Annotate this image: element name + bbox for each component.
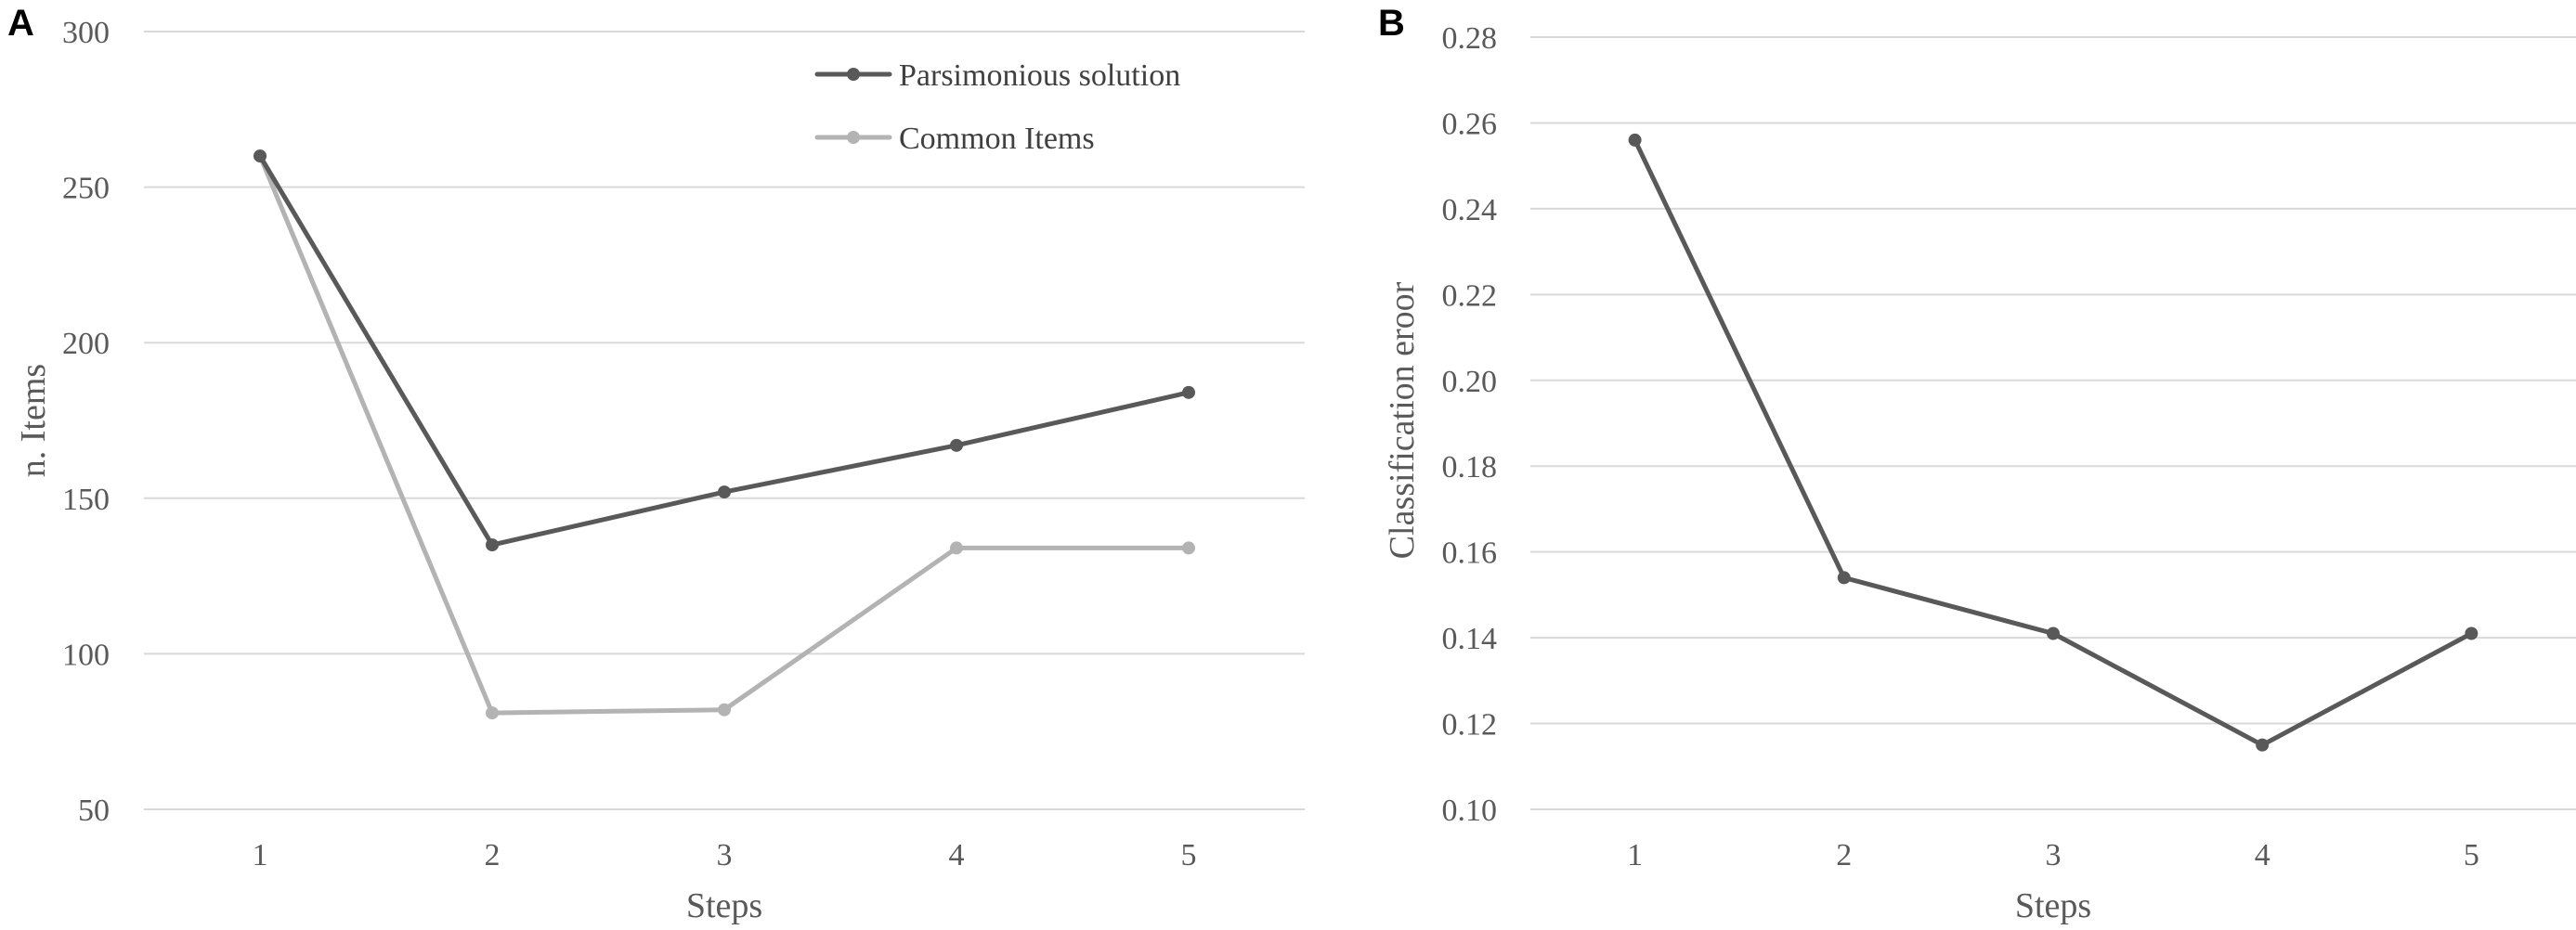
x-tick-label: 1 [1627, 838, 1643, 872]
x-tick-label: 3 [717, 838, 733, 872]
y-tick-label: 100 [62, 638, 110, 672]
x-tick-label: 4 [949, 838, 965, 872]
data-point [254, 149, 267, 163]
x-axis-title: Steps [2015, 886, 2091, 925]
y-axis-title: n. Items [14, 364, 53, 477]
legend-marker [847, 68, 860, 81]
data-point [486, 538, 499, 552]
y-tick-label: 0.16 [1442, 536, 1498, 571]
data-point [1628, 133, 1642, 147]
data-point [1182, 385, 1195, 399]
y-tick-label: 0.26 [1442, 107, 1498, 141]
y-tick-label: 0.12 [1442, 708, 1498, 743]
y-tick-label: 250 [62, 172, 110, 206]
y-tick-label: 0.10 [1442, 794, 1498, 828]
series-line [1633, 137, 2474, 748]
data-point [950, 438, 963, 452]
panel-letter-a: A [7, 3, 34, 44]
chart-panel-b: 0.10 0.12 0.14 0.16 0.18 0.20 0.22 0.24 0.26 0.28… [1383, 21, 2576, 925]
legend-marker [847, 131, 860, 144]
panel-letter-b: B [1378, 3, 1405, 44]
data-point [718, 485, 731, 499]
x-tick-label: 1 [253, 838, 268, 872]
x-tick-label: 2 [485, 838, 501, 872]
y-tick-label: 0.14 [1442, 622, 1498, 656]
x-tick-label: 3 [2046, 838, 2062, 872]
y-tick-label: 0.22 [1442, 278, 1498, 313]
data-point [486, 706, 499, 720]
x-tick-label: 5 [1181, 838, 1197, 872]
x-axis-title: Steps [686, 886, 762, 925]
legend-label: Common Items [899, 122, 1095, 156]
data-point [718, 703, 731, 717]
y-axis-title: Classification eroor [1383, 281, 1422, 559]
x-tick-label: 4 [2255, 838, 2270, 872]
chart-panel-a: 50 100 150 200 250 300 1 2 3 4 5 Steps n. Items Parsi… [14, 16, 1305, 925]
series-line [257, 153, 1191, 716]
y-tick-label: 50 [78, 794, 110, 828]
data-point [2047, 626, 2060, 640]
data-point [1837, 571, 1851, 585]
y-tick-label: 0.24 [1442, 193, 1498, 227]
x-tick-label: 5 [2464, 838, 2479, 872]
y-tick-label: 300 [62, 16, 110, 50]
y-tick-label: 200 [62, 327, 110, 361]
data-point [1182, 541, 1195, 555]
legend-label: Parsimonious solution [899, 58, 1180, 93]
y-tick-label: 0.28 [1442, 21, 1498, 56]
x-tick-label: 2 [1836, 838, 1852, 872]
data-point [2465, 626, 2478, 640]
y-tick-label: 150 [62, 483, 110, 517]
y-tick-label: 0.20 [1442, 365, 1498, 399]
data-point [950, 541, 963, 555]
data-point [2256, 738, 2270, 752]
y-tick-label: 0.18 [1442, 450, 1498, 484]
